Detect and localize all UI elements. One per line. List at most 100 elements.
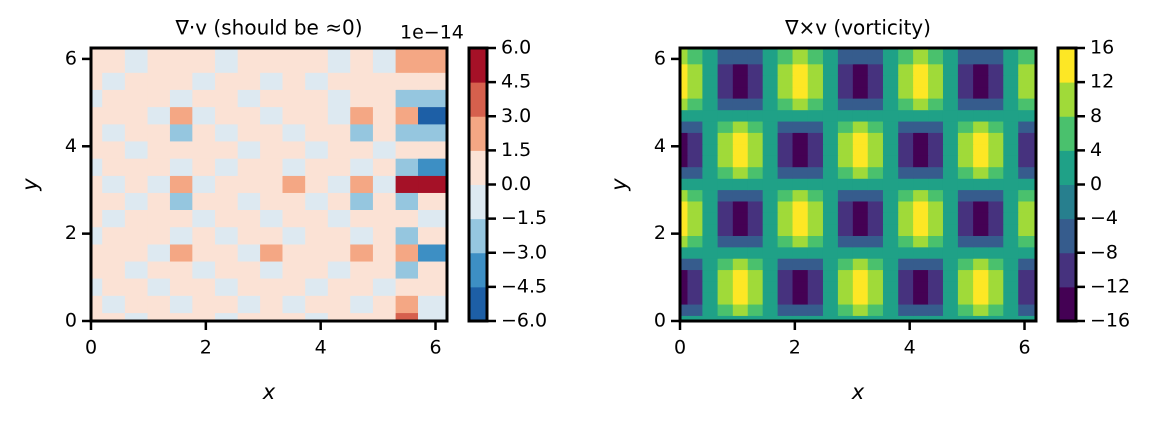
contour-cell xyxy=(928,246,944,259)
contour-cell xyxy=(147,48,171,73)
x-tick-label: 4 xyxy=(315,337,327,359)
contour-cell xyxy=(282,158,306,176)
contour-cell xyxy=(822,315,839,322)
contour-cell xyxy=(762,120,779,133)
contour-cell xyxy=(717,98,734,111)
contour-cell xyxy=(777,98,794,111)
contour-cell xyxy=(717,223,734,236)
contour-cell xyxy=(732,86,749,99)
colorbar-segment xyxy=(469,116,487,151)
contour-cell xyxy=(822,109,839,122)
contour-cell xyxy=(192,243,216,262)
contour-cell xyxy=(928,189,944,202)
contour-cell xyxy=(1003,178,1019,191)
contour-field xyxy=(680,48,1037,322)
contour-cell xyxy=(973,166,989,179)
contour-cell xyxy=(192,106,216,125)
contour-cell xyxy=(102,48,126,73)
contour-cell xyxy=(91,48,103,73)
contour-cell xyxy=(777,120,794,133)
contour-cell xyxy=(418,226,448,245)
colorbar-segment xyxy=(469,184,487,220)
contour-cell xyxy=(680,48,689,65)
contour-cell xyxy=(1003,189,1019,202)
contour-cell xyxy=(747,155,764,168)
contour-cell xyxy=(777,280,794,293)
contour-cell xyxy=(702,109,719,122)
contour-cell xyxy=(237,260,261,279)
contour-cell xyxy=(822,303,839,316)
contour-cell xyxy=(913,235,929,248)
contour-cell xyxy=(837,246,854,259)
contour-cell xyxy=(687,75,703,88)
contour-cell xyxy=(717,246,734,259)
contour-cell xyxy=(852,212,869,225)
colorbar-segment xyxy=(469,48,487,83)
contour-cell xyxy=(1003,86,1019,99)
contour-cell xyxy=(215,158,239,176)
contour-cell xyxy=(988,280,1004,293)
contour-cell xyxy=(237,295,261,314)
contour-cell xyxy=(169,89,193,108)
contour-cell xyxy=(928,223,944,236)
contour-cell xyxy=(837,315,854,322)
contour-cell xyxy=(124,243,149,262)
contour-cell xyxy=(327,312,351,322)
contour-cell xyxy=(913,75,929,88)
contour-cell xyxy=(327,295,351,314)
contour-cell xyxy=(942,120,959,133)
contour-cell xyxy=(747,246,764,259)
contour-cell xyxy=(680,292,689,305)
contour-cell xyxy=(882,75,899,88)
contour-cell xyxy=(732,178,749,191)
colorbar-segment xyxy=(469,218,487,254)
contour-cell xyxy=(732,120,749,133)
contour-cell xyxy=(418,89,448,108)
contour-cell xyxy=(957,269,974,282)
contour-cell xyxy=(882,166,899,179)
contour-cell xyxy=(762,246,779,259)
contour-cell xyxy=(762,269,779,282)
contour-cell xyxy=(1003,120,1019,133)
colorbar-segment xyxy=(469,286,487,322)
contour-cell xyxy=(973,120,989,133)
contour-cell xyxy=(732,303,749,316)
contour-cell xyxy=(852,98,869,111)
contour-cell xyxy=(928,48,944,65)
contour-cell xyxy=(687,155,703,168)
contour-cell xyxy=(102,89,126,108)
contour-cell xyxy=(124,158,149,176)
contour-cell xyxy=(350,243,374,262)
contour-cell xyxy=(717,189,734,202)
contour-cell xyxy=(747,98,764,111)
contour-cell xyxy=(882,155,899,168)
contour-cell xyxy=(973,223,989,236)
contour-cell xyxy=(882,132,899,145)
contour-cell xyxy=(282,226,306,245)
contour-cell xyxy=(169,158,193,176)
contour-cell xyxy=(762,189,779,202)
contour-cell xyxy=(372,295,397,314)
contour-field xyxy=(91,48,448,322)
contour-cell xyxy=(1018,166,1037,179)
contour-cell xyxy=(680,280,689,293)
contour-cell xyxy=(882,143,899,156)
contour-cell xyxy=(717,132,734,145)
contour-cell xyxy=(762,132,779,145)
contour-cell xyxy=(867,235,884,248)
colorbar-tick-label: 16 xyxy=(1090,37,1114,59)
contour-cell xyxy=(957,75,974,88)
contour-cell xyxy=(928,155,944,168)
contour-cell xyxy=(732,212,749,225)
y-axis-label: y xyxy=(18,178,42,192)
contour-cell xyxy=(91,277,103,296)
y-tick-label: 2 xyxy=(65,222,77,244)
contour-cell xyxy=(792,212,809,225)
contour-cell xyxy=(687,189,703,202)
contour-cell xyxy=(942,63,959,76)
contour-cell xyxy=(777,246,794,259)
contour-cell xyxy=(837,280,854,293)
contour-cell xyxy=(702,269,719,282)
contour-cell xyxy=(867,269,884,282)
contour-cell xyxy=(680,303,689,316)
